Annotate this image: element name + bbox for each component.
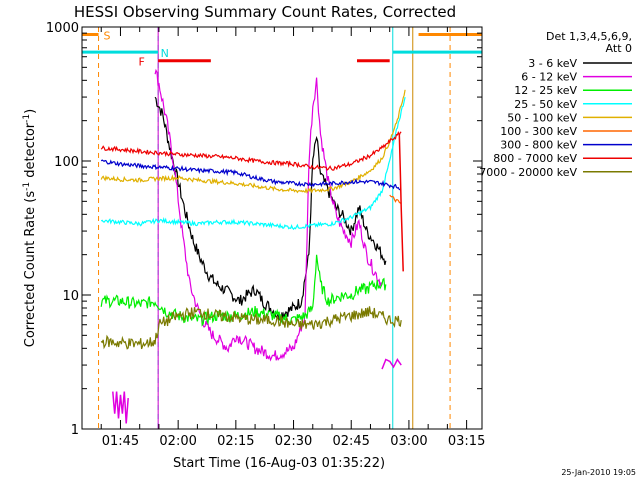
legend-item-label: 6 - 12 keV (521, 71, 577, 84)
x-tick-label: 02:30 (275, 434, 312, 449)
timestamp: 25-Jan-2010 19:05 (561, 468, 636, 477)
series-line (100, 89, 406, 194)
series-line (100, 159, 402, 191)
y-tick-label: 100 (54, 155, 79, 170)
series-line (154, 96, 387, 323)
series-line (100, 96, 406, 231)
flag-letter: N (161, 47, 169, 60)
plot-content: S N F (82, 27, 482, 429)
series-fragment (381, 358, 402, 370)
y-axis-label: Corrected Count Rate (s-1 detector-1) (22, 109, 38, 347)
x-axis: 01:45 02:00 02:15 02:30 02:45 03:00 03:15 (100, 27, 485, 449)
flag-letter: S (104, 29, 111, 42)
legend-header-line1: Det 1,3,4,5,6,9, (546, 30, 632, 43)
series-line (100, 130, 402, 171)
legend-item-label: 12 - 25 keV (514, 84, 577, 97)
series-line (154, 68, 383, 362)
series-line (100, 254, 387, 327)
x-tick-label: 02:15 (217, 434, 254, 449)
x-tick-label: 01:45 (102, 434, 139, 449)
y-tick-label: 1000 (46, 21, 79, 36)
legend-item-label: 50 - 100 keV (507, 111, 577, 124)
y-axis: 1 10 100 1000 (46, 21, 482, 438)
legend-item-label: 25 - 50 keV (514, 98, 577, 111)
series-line (100, 306, 402, 350)
y-tick-label: 1 (71, 423, 79, 438)
flag-letter: F (138, 56, 144, 69)
legend-item-label: 300 - 800 keV (500, 139, 577, 152)
legend-item-label: 7000 - 20000 keV (479, 166, 577, 179)
legend-item-label: 800 - 7000 keV (493, 152, 577, 165)
y-tick-label: 10 (62, 289, 79, 304)
series-fragment (398, 133, 404, 272)
series-line (389, 194, 402, 205)
legend-item-label: 100 - 300 keV (500, 125, 577, 138)
chart-title: HESSI Observing Summary Count Rates, Cor… (74, 3, 456, 21)
legend-item-label: 3 - 6 keV (528, 57, 577, 70)
legend-header-line2: Att 0 (606, 42, 632, 55)
plot-frame (81, 26, 483, 430)
series-fragment (112, 391, 129, 424)
x-tick-label: 03:00 (390, 434, 427, 449)
x-tick-label: 02:00 (159, 434, 196, 449)
x-tick-label: 03:15 (448, 434, 485, 449)
x-tick-label: 02:45 (332, 434, 369, 449)
x-axis-label: Start Time (16-Aug-03 01:35:22) (173, 456, 385, 471)
